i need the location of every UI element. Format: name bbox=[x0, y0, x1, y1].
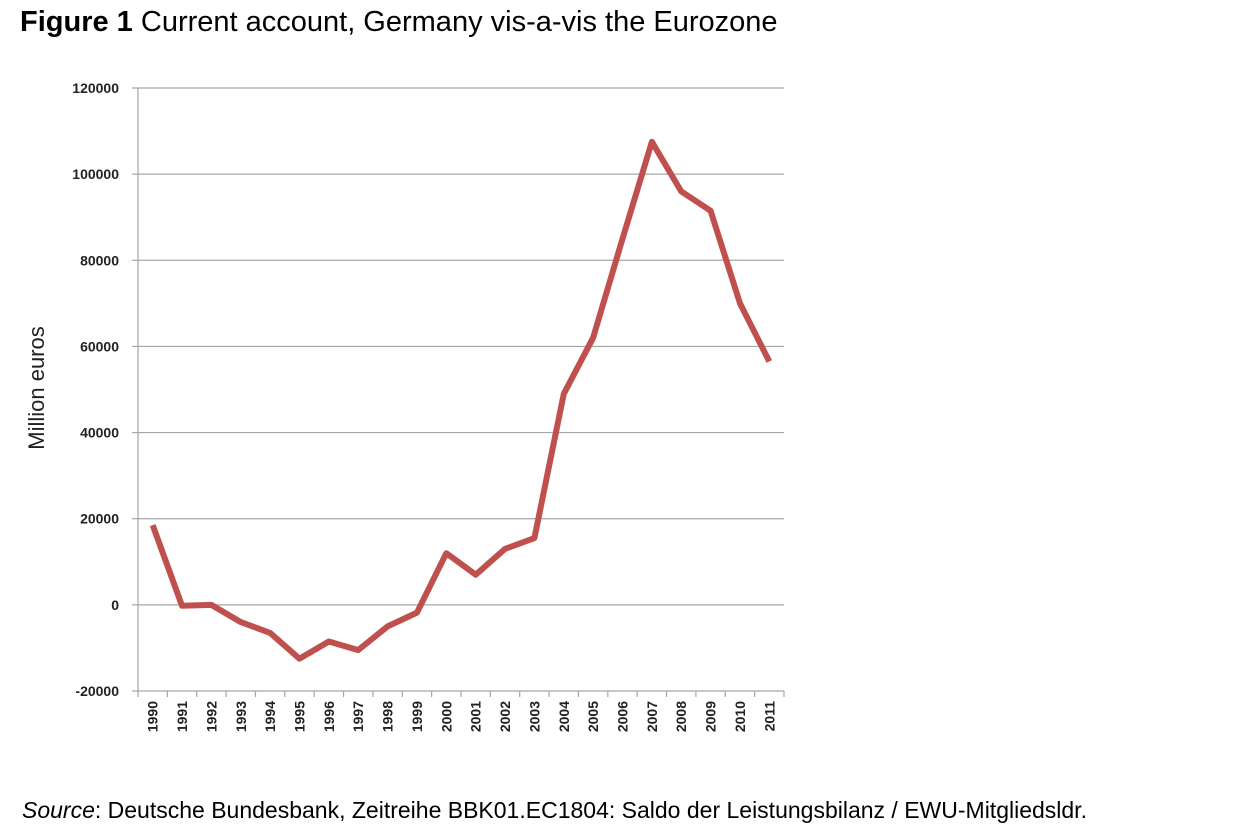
figure-title: Figure 1 Current account, Germany vis-a-… bbox=[20, 6, 778, 39]
gridlines bbox=[138, 87, 784, 606]
x-tick-label: 1992 bbox=[203, 701, 219, 732]
x-tick-label: 1996 bbox=[321, 701, 337, 732]
y-tick-label: 60000 bbox=[80, 338, 119, 354]
y-tick-labels: -20000 0 20000 40000 60000 80000 100000 120000 bbox=[72, 80, 119, 699]
x-tick-label: 2001 bbox=[468, 701, 484, 732]
figure-title-text: Current account, Germany vis-a-vis the E… bbox=[132, 6, 778, 38]
y-axis-label: Million euros bbox=[24, 326, 49, 450]
x-tick-label: 2006 bbox=[615, 701, 631, 732]
figure-label: Figure 1 bbox=[20, 6, 133, 38]
x-tick-label: 2009 bbox=[703, 701, 719, 732]
x-tick-labels: 1990 1991 1992 1993 1994 1995 1996 1997 1998 1999… bbox=[145, 701, 778, 732]
series-line bbox=[149, 138, 772, 662]
x-tick-label: 1997 bbox=[350, 701, 366, 732]
x-tick-label: 1993 bbox=[233, 701, 249, 732]
x-tick-label: 2011 bbox=[761, 701, 777, 732]
x-tick-label: 2002 bbox=[497, 701, 513, 732]
y-tick-label: 120000 bbox=[72, 80, 119, 96]
y-tick-label: 100000 bbox=[72, 166, 119, 182]
y-tick-label: 0 bbox=[111, 597, 119, 613]
x-tick-label: 1991 bbox=[174, 701, 190, 732]
x-tick-label: 2003 bbox=[526, 701, 542, 732]
x-tick-label: 2008 bbox=[673, 701, 689, 732]
x-tick-label: 1994 bbox=[262, 701, 278, 732]
x-tick-label: 2010 bbox=[732, 701, 748, 732]
line-chart: -20000020000400006000080000100000120000 … bbox=[24, 80, 785, 732]
source-text: : Deutsche Bundesbank, Zeitreihe BBK01.E… bbox=[94, 797, 1087, 823]
y-tick-label: 40000 bbox=[80, 425, 119, 441]
y-tick-label: 20000 bbox=[80, 511, 119, 527]
y-tick-label: 80000 bbox=[80, 252, 119, 268]
x-tick-label: 2005 bbox=[585, 701, 601, 732]
source-note: Source: Deutsche Bundesbank, Zeitreihe B… bbox=[22, 797, 1087, 824]
x-tick-label: 1990 bbox=[145, 701, 161, 732]
series-lines bbox=[149, 138, 772, 662]
x-tick-label: 2000 bbox=[438, 701, 454, 732]
y-tick-label: -20000 bbox=[75, 683, 119, 699]
x-tick-label: 1998 bbox=[380, 701, 396, 732]
axes bbox=[132, 87, 785, 697]
x-tick-label: 1995 bbox=[292, 701, 308, 732]
source-label: Source bbox=[22, 797, 95, 823]
x-tick-label: 2004 bbox=[556, 701, 572, 732]
x-tick-label: 2007 bbox=[644, 701, 660, 732]
x-tick-label: 1999 bbox=[409, 701, 425, 732]
